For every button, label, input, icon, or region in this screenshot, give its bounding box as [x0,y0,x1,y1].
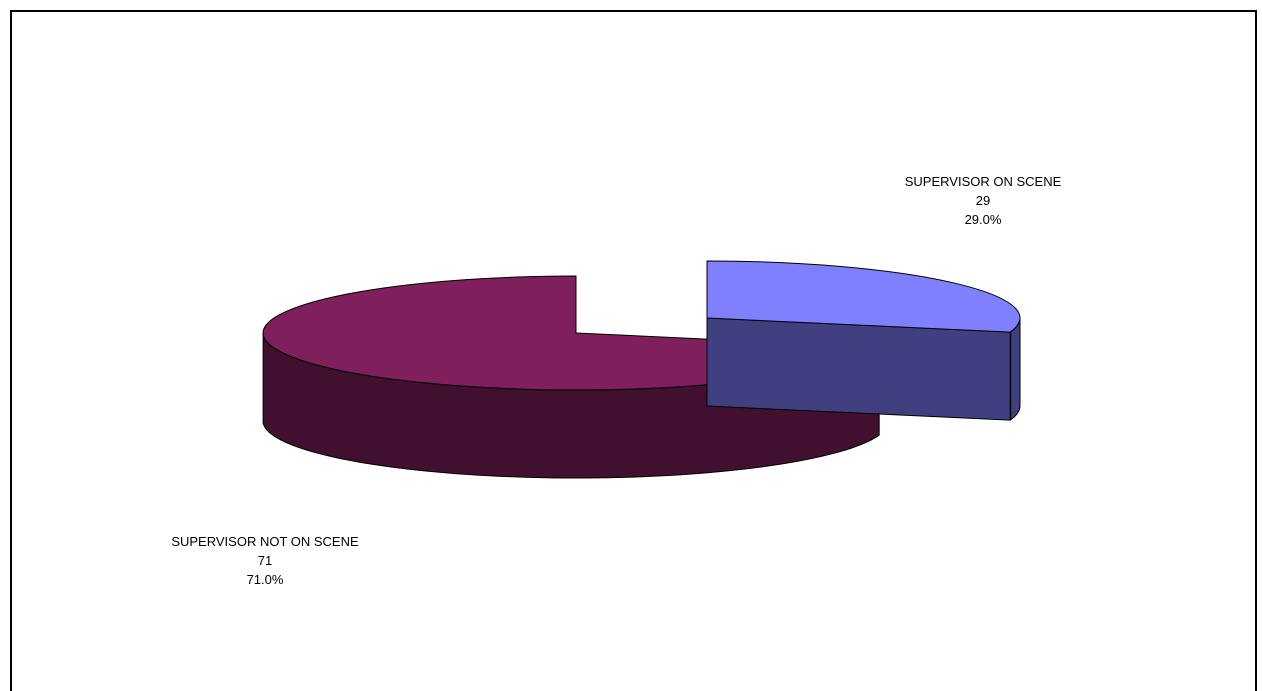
slice-label-supervisor-not-on-scene: SUPERVISOR NOT ON SCENE 71 71.0% [171,534,359,587]
slice-label-name: SUPERVISOR NOT ON SCENE [171,534,359,549]
slice-side-wall [1010,317,1021,421]
slice-label-percent: 29.0% [965,212,1002,227]
slice-top-face [706,260,1021,333]
slice-label-value: 29 [976,193,990,208]
slice-cut-face [706,317,1011,421]
slice-label-supervisor-on-scene: SUPERVISOR ON SCENE 29 29.0% [905,174,1062,227]
pie-slice-supervisor-on-scene [706,260,1021,421]
slice-label-value: 71 [258,553,272,568]
slice-label-name: SUPERVISOR ON SCENE [905,174,1062,189]
slice-label-percent: 71.0% [247,572,284,587]
